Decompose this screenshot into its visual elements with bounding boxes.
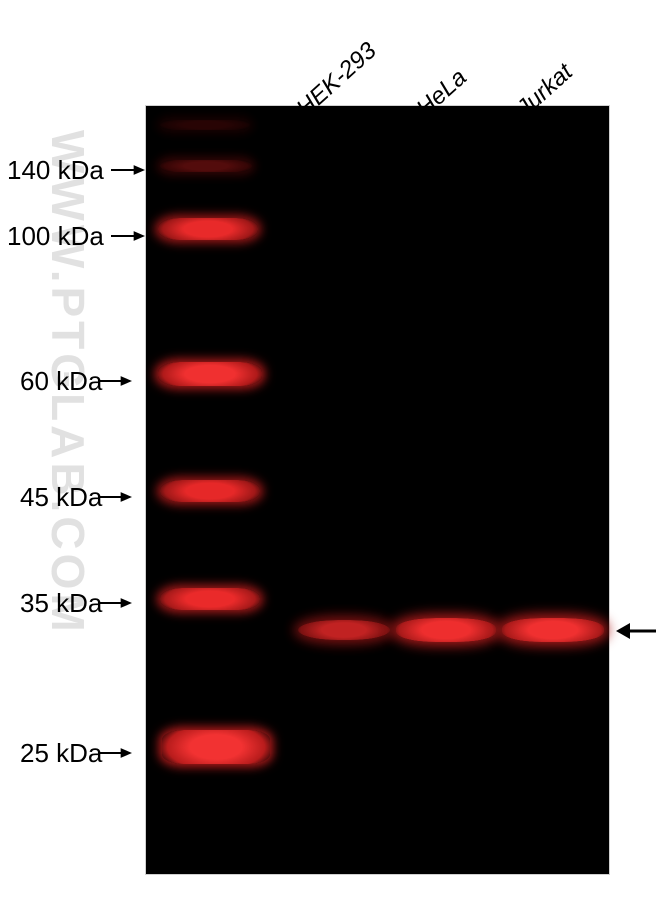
ladder-band-5 [160,588,260,610]
marker-label-100: 100 kDa [7,221,104,252]
ladder-band-1 [160,160,252,172]
marker-arrow-100 [111,226,145,246]
marker-arrow-45 [98,487,132,507]
marker-label-140: 140 kDa [7,155,104,186]
ladder-band-2 [158,218,258,240]
ladder-band-3 [158,362,262,386]
target-band-arrow-icon [616,620,656,642]
ladder-band-6 [162,730,270,764]
ladder-band-4 [160,480,260,502]
marker-arrow-25 [98,743,132,763]
marker-label-45: 45 kDa [20,482,102,513]
sample-band-hela [396,618,496,642]
sample-band-hek293 [298,620,390,640]
marker-label-60: 60 kDa [20,366,102,397]
western-blot-figure: { "figure": { "type": "western-blot", "c… [0,0,660,903]
marker-label-25: 25 kDa [20,738,102,769]
marker-arrow-140 [111,160,145,180]
marker-label-35: 35 kDa [20,588,102,619]
sample-band-jurkat [502,618,604,642]
marker-arrow-60 [98,371,132,391]
ladder-band-0 [160,120,250,130]
marker-arrow-35 [98,593,132,613]
